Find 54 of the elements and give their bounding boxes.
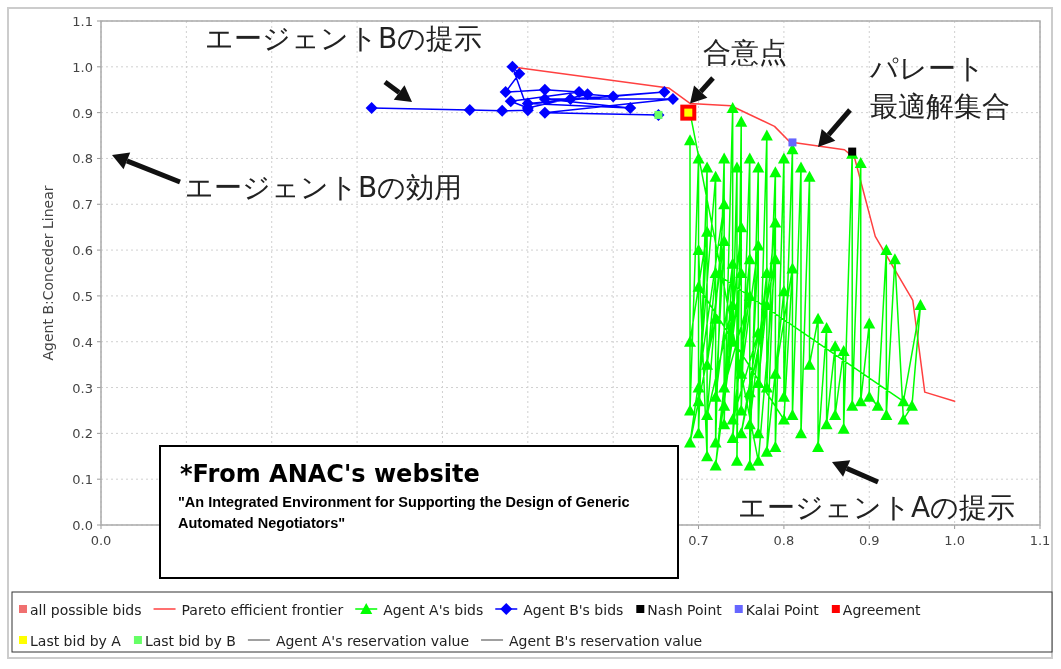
point <box>573 86 586 99</box>
annotation: "An Integrated Environment for Supporting the Design of Generic Automated Negotiators" <box>178 493 631 533</box>
y-tick-label: 0.9 <box>72 105 93 121</box>
point <box>666 92 679 105</box>
y-tick-label: 0.4 <box>72 334 93 350</box>
point <box>538 106 551 119</box>
x-tick-label: 1.1 <box>1029 533 1051 548</box>
legend-label: Pareto efficient frontier <box>181 602 344 618</box>
x-tick-label: 1.0 <box>944 533 965 548</box>
annotation: 合意点 <box>703 36 787 69</box>
y-tick-label: 0.0 <box>72 518 93 533</box>
point <box>506 60 519 73</box>
y-tick-label: 0.3 <box>72 380 93 396</box>
point <box>365 102 378 115</box>
point <box>564 92 577 105</box>
legend-label: Agent B's reservation value <box>509 633 703 649</box>
legend-label: Kalai Point <box>745 602 820 618</box>
y-tick-label: 0.7 <box>72 197 93 213</box>
point <box>538 83 551 96</box>
annotation: パレート最適解集合 <box>869 52 1010 123</box>
point <box>658 86 671 99</box>
y-tick-label: 1.0 <box>72 59 93 75</box>
annotation: エージェントBの提示 <box>205 22 483 55</box>
point <box>624 102 637 115</box>
y-tick-label: 0.8 <box>72 151 93 167</box>
point <box>463 103 476 116</box>
y-tick-label: 0.5 <box>72 288 93 304</box>
point <box>496 104 509 117</box>
legend-label: Agent A's reservation value <box>275 633 470 649</box>
y-tick-label: 0.1 <box>72 472 93 488</box>
point <box>581 88 594 101</box>
point <box>607 90 620 103</box>
x-tick-label: 0.7 <box>688 533 709 548</box>
note-box: *From ANAC's website "An Integrated Environment for Supporting the Design of Generic Automated Negotiators" <box>159 445 679 579</box>
legend-label: Last bid by B <box>144 633 236 649</box>
y-tick-label: 1.1 <box>72 14 93 29</box>
legend-label: Agreement <box>842 602 922 618</box>
y-tick-label: 0.6 <box>72 243 93 259</box>
legend-label: Nash Point <box>647 602 723 618</box>
point <box>513 67 526 80</box>
annotation: エージェントBの効用 <box>185 171 463 204</box>
point <box>499 86 512 99</box>
annotation: *From ANAC's website <box>180 460 480 488</box>
legend-label: Last bid by A <box>30 633 122 649</box>
y-axis-title: Agent B:Conceder Linear <box>40 185 56 361</box>
legend-label: all possible bids <box>30 602 142 618</box>
x-tick-label: 0.9 <box>858 533 880 548</box>
x-tick-label: 0.8 <box>773 533 795 548</box>
x-tick-label: 0.0 <box>90 533 112 548</box>
y-tick-label: 0.2 <box>72 426 93 442</box>
annotation: エージェントAの提示 <box>738 491 1016 524</box>
point <box>504 95 517 108</box>
legend-label: Agent A's bids <box>383 602 484 618</box>
legend-label: Agent B's bids <box>523 602 624 618</box>
